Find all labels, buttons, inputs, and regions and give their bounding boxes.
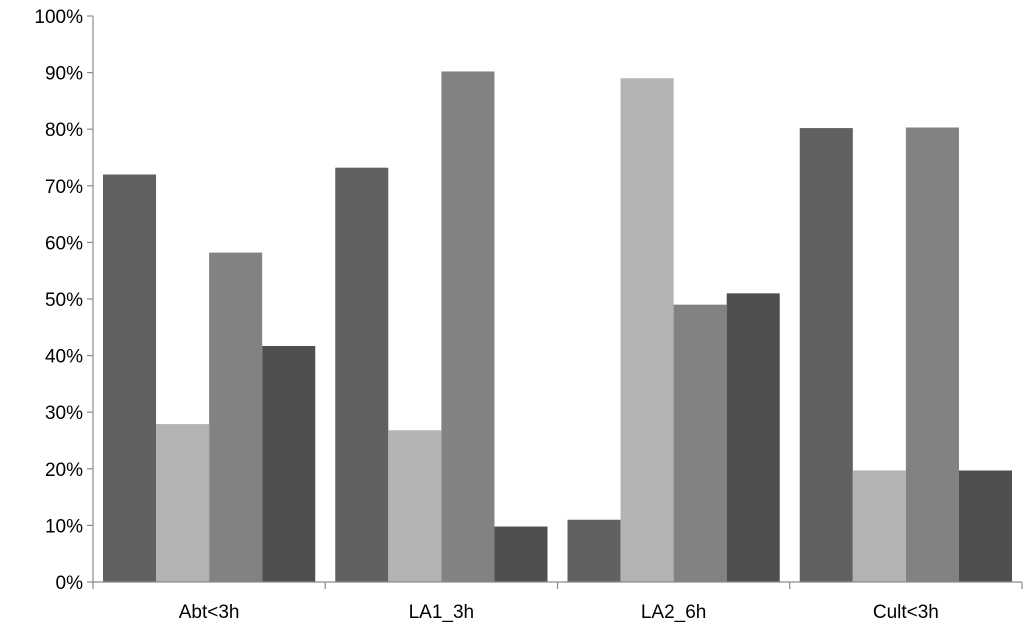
bar-cult-3h-series-4 bbox=[958, 470, 1012, 582]
y-tick-label: 80% bbox=[45, 120, 83, 141]
y-tick-label: 0% bbox=[56, 573, 84, 594]
y-tick-label: 90% bbox=[45, 64, 83, 85]
y-tick-label: 50% bbox=[45, 290, 83, 311]
bar-la1-3h-series-1 bbox=[335, 167, 389, 582]
bars bbox=[103, 71, 1012, 583]
y-tick-label: 70% bbox=[45, 177, 83, 198]
x-category-label: LA2_6h bbox=[641, 602, 707, 623]
bar-abt-3h-series-1 bbox=[103, 174, 157, 583]
bar-cult-3h-series-2 bbox=[852, 470, 906, 582]
bar-la2-6h-series-4 bbox=[726, 293, 780, 582]
y-tick-label: 60% bbox=[45, 233, 83, 254]
y-tick-label: 20% bbox=[45, 460, 83, 481]
bar-abt-3h-series-2 bbox=[156, 424, 210, 582]
bar-la1-3h-series-3 bbox=[441, 71, 495, 582]
bar-la1-3h-series-2 bbox=[388, 430, 442, 582]
x-category-label: Abt<3h bbox=[179, 602, 240, 623]
x-category-label: LA1_3h bbox=[409, 602, 475, 623]
bar-la1-3h-series-4 bbox=[494, 526, 548, 582]
bar-la2-6h-series-1 bbox=[567, 519, 621, 582]
bar-cult-3h-series-1 bbox=[799, 128, 853, 582]
bar-abt-3h-series-4 bbox=[262, 345, 316, 582]
y-tick-label: 10% bbox=[45, 516, 83, 537]
y-tick-label: 100% bbox=[34, 7, 83, 28]
bar-la2-6h-series-3 bbox=[673, 304, 727, 582]
y-tick-label: 30% bbox=[45, 403, 83, 424]
y-axis: 0% 10% 20% 30% 40% 50% 60% 70% 80% 90% 100% bbox=[34, 7, 94, 594]
y-tick-label: 40% bbox=[45, 347, 83, 368]
x-axis: Abt<3h LA1_3h LA2_6h Cult<3h bbox=[92, 581, 1023, 623]
bar-la2-6h-series-2 bbox=[620, 78, 674, 582]
bar-abt-3h-series-3 bbox=[209, 252, 263, 582]
bar-cult-3h-series-3 bbox=[905, 127, 959, 582]
x-category-label: Cult<3h bbox=[873, 602, 939, 623]
